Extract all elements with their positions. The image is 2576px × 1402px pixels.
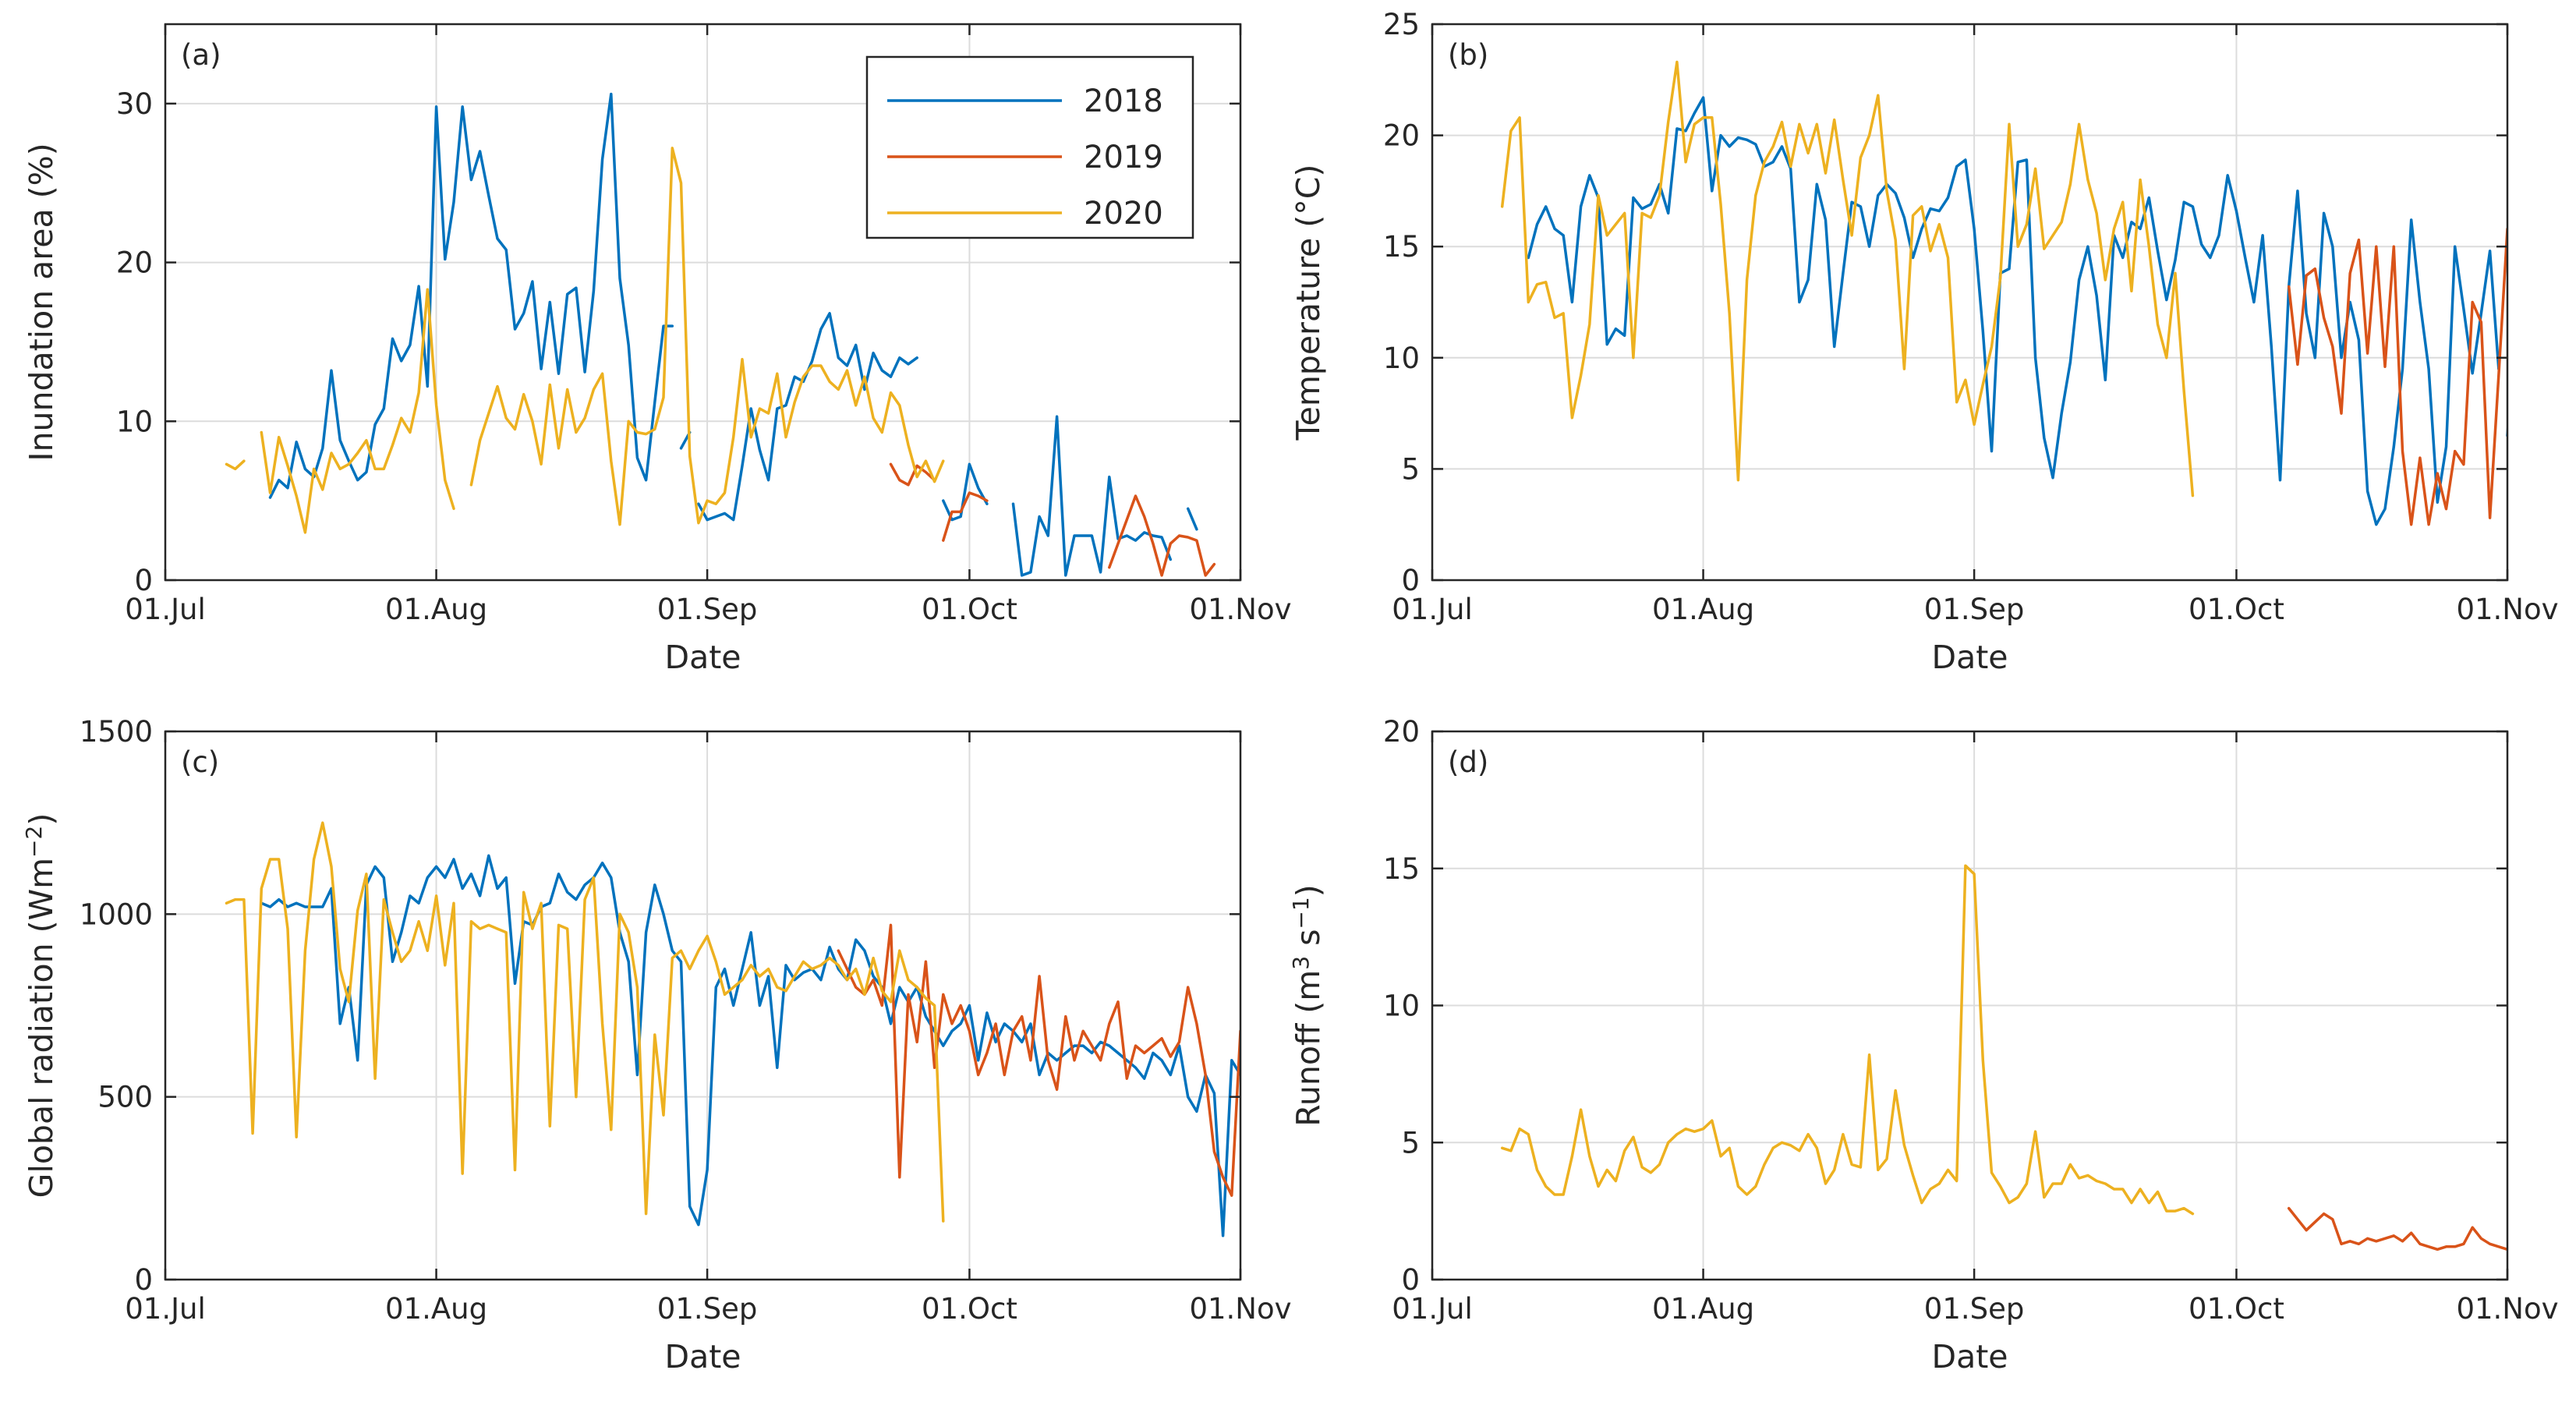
x-tick-label: 01.Sep bbox=[1924, 593, 2025, 626]
y-axis-label-superscript: 3 bbox=[1288, 956, 1314, 970]
y-tick-label: 20 bbox=[1383, 715, 1420, 749]
legend-label-2020: 2020 bbox=[1084, 196, 1163, 232]
series-line-2018 bbox=[268, 92, 674, 499]
x-tick-label: 01.Nov bbox=[1189, 1292, 1291, 1326]
series-group bbox=[1500, 60, 2507, 526]
legend-label-2018: 2018 bbox=[1084, 83, 1163, 119]
series-line-2019 bbox=[2287, 1206, 2507, 1252]
series-line-2020 bbox=[1500, 60, 2195, 497]
series-line-2019 bbox=[1108, 494, 1216, 577]
series-line-2018 bbox=[1527, 96, 2500, 526]
y-axis-label-part: Inundation area (%) bbox=[23, 143, 60, 461]
x-tick-label: 01.Nov bbox=[2456, 1292, 2558, 1326]
panel-b-temperature: 01.Jul 01.Aug 01.Sep 01.Oct 01.Nov 0 5 10 15 20 25… bbox=[1290, 8, 2559, 676]
series-group bbox=[1500, 864, 2507, 1252]
x-axis-label: Date bbox=[665, 1338, 741, 1375]
y-axis-label: Runoff (m3 s−1) bbox=[1288, 884, 1327, 1126]
x-tick-label: 01.Sep bbox=[657, 593, 758, 626]
panel-label: (a) bbox=[181, 38, 221, 72]
y-axis-label-part: Runoff (m bbox=[1290, 970, 1327, 1127]
series-line-2020 bbox=[260, 288, 455, 534]
y-tick-label: 10 bbox=[116, 405, 153, 438]
y-tick-label: 15 bbox=[1383, 230, 1420, 264]
x-axis-label: Date bbox=[1932, 1338, 2008, 1375]
panel-d-runoff: 01.Jul 01.Aug 01.Sep 01.Oct 01.Nov 0 5 10 15 20 Da… bbox=[1288, 715, 2559, 1375]
x-axis-label: Date bbox=[1932, 639, 2008, 676]
y-axis-label-part: ) bbox=[1290, 884, 1327, 897]
y-axis-label: Temperature (°C) bbox=[1290, 165, 1327, 441]
y-tick-label: 0 bbox=[1401, 564, 1420, 597]
x-tick-label: 01.Aug bbox=[1652, 1292, 1754, 1326]
x-tick-label: 01.Jul bbox=[1392, 1292, 1472, 1326]
y-tick-label: 500 bbox=[97, 1081, 153, 1114]
legend-label-2019: 2019 bbox=[1084, 140, 1163, 175]
legend: 2018 2019 2020 bbox=[865, 55, 1194, 239]
y-tick-label: 20 bbox=[116, 246, 153, 280]
series-line-2020 bbox=[1500, 864, 2195, 1216]
series-line-2020 bbox=[469, 147, 945, 526]
panel-label: (d) bbox=[1448, 745, 1488, 779]
panel-c-global-radiation: 01.Jul 01.Aug 01.Sep 01.Oct 01.Nov 0 500 1000 15… bbox=[21, 715, 1292, 1375]
y-axis-label-part: Temperature (°C) bbox=[1290, 165, 1327, 441]
x-tick-label: 01.Aug bbox=[385, 1292, 487, 1326]
y-tick-label: 10 bbox=[1383, 342, 1420, 375]
legend-box bbox=[865, 55, 1194, 239]
plot-area bbox=[1432, 24, 2507, 580]
series-line-2018 bbox=[2506, 416, 2507, 437]
y-tick-label: 0 bbox=[134, 1263, 153, 1297]
axes-frame bbox=[164, 23, 1242, 582]
x-tick-label: 01.Sep bbox=[657, 1292, 758, 1326]
axes-frame bbox=[1431, 23, 2509, 582]
y-tick-label: 30 bbox=[116, 87, 153, 121]
x-tick-label: 01.Oct bbox=[2189, 1292, 2284, 1326]
series-group bbox=[225, 821, 1240, 1237]
axes-frame bbox=[164, 730, 1242, 1281]
y-axis-label-part: s bbox=[1290, 929, 1327, 956]
x-tick-label: 01.Nov bbox=[2456, 593, 2558, 626]
series-line-2019 bbox=[837, 923, 1240, 1197]
y-axis-label: Inundation area (%) bbox=[23, 143, 60, 461]
y-tick-label: 0 bbox=[134, 564, 153, 597]
y-axis-label-superscript: −2 bbox=[21, 826, 47, 858]
x-tick-label: 01.Oct bbox=[922, 593, 1017, 626]
x-tick-label: 01.Sep bbox=[1924, 1292, 2025, 1326]
x-tick-label: 01.Aug bbox=[385, 593, 487, 626]
y-axis-label: Global radiation (Wm−2) bbox=[21, 813, 60, 1198]
x-tick-label: 01.Jul bbox=[125, 593, 205, 626]
y-axis-label-superscript: −1 bbox=[1288, 897, 1314, 929]
y-tick-label: 20 bbox=[1383, 119, 1420, 153]
y-tick-label: 1500 bbox=[80, 715, 153, 749]
y-tick-label: 10 bbox=[1383, 990, 1420, 1023]
x-tick-label: 01.Aug bbox=[1652, 593, 1754, 626]
x-tick-label: 01.Nov bbox=[1189, 593, 1291, 626]
panel-label: (b) bbox=[1448, 38, 1488, 72]
y-tick-label: 15 bbox=[1383, 852, 1420, 886]
x-tick-label: 01.Oct bbox=[2189, 593, 2284, 626]
panel-a-inundation-area: 01.Jul 01.Aug 01.Sep 01.Oct 01.Nov 0 10 20 30 Dat… bbox=[23, 23, 1292, 676]
y-axis-label-part: Global radiation (Wm bbox=[23, 858, 60, 1198]
series-line-2019 bbox=[2287, 227, 2507, 526]
y-tick-label: 5 bbox=[1401, 452, 1420, 486]
y-tick-label: 25 bbox=[1383, 8, 1420, 41]
series-line-2018 bbox=[1011, 415, 1173, 577]
x-axis-label: Date bbox=[665, 639, 741, 676]
y-tick-label: 0 bbox=[1401, 1263, 1420, 1297]
y-tick-label: 1000 bbox=[80, 897, 153, 931]
series-line-2018 bbox=[260, 854, 1240, 1237]
x-tick-label: 01.Jul bbox=[1392, 593, 1472, 626]
series-line-2019 bbox=[889, 462, 936, 487]
panel-label: (c) bbox=[181, 745, 219, 779]
y-axis-label-part: ) bbox=[23, 813, 60, 826]
series-line-2019 bbox=[942, 491, 989, 542]
series-line-2018 bbox=[1186, 507, 1198, 531]
x-tick-label: 01.Jul bbox=[125, 1292, 205, 1326]
x-tick-label: 01.Oct bbox=[922, 1292, 1017, 1326]
series-line-2020 bbox=[225, 459, 246, 471]
y-tick-label: 5 bbox=[1401, 1126, 1420, 1159]
series-group bbox=[225, 92, 1216, 577]
series-line-2020 bbox=[225, 821, 945, 1223]
